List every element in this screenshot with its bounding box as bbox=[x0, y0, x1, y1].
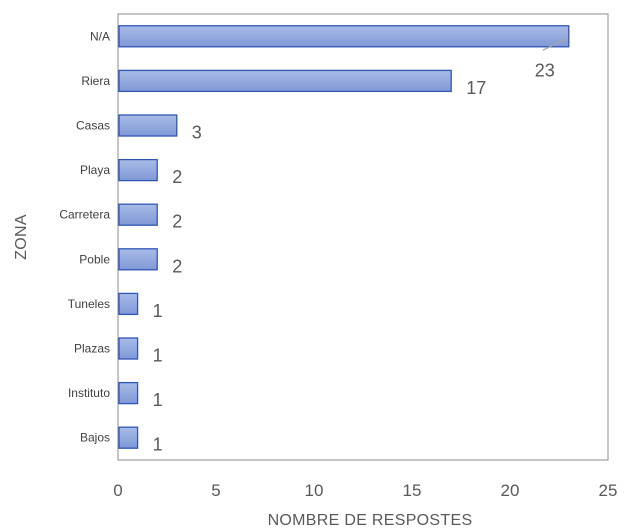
bar-tuneles bbox=[119, 293, 138, 314]
x-tick-label: 10 bbox=[305, 481, 324, 500]
y-tick-label: Playa bbox=[80, 163, 110, 177]
y-tick-label: Bajos bbox=[80, 431, 110, 445]
y-tick-label: Instituto bbox=[68, 386, 110, 400]
data-label: 1 bbox=[153, 301, 163, 321]
bar-bajos bbox=[119, 427, 138, 448]
bar-riera bbox=[119, 70, 451, 91]
data-label: 17 bbox=[466, 78, 486, 98]
data-label: 1 bbox=[153, 390, 163, 410]
data-labels-layer: 23 17 3 2 2 2 1 1 1 1 bbox=[153, 38, 567, 454]
bar-instituto bbox=[119, 383, 138, 404]
bar-poble bbox=[119, 249, 157, 270]
x-tick-label: 0 bbox=[113, 481, 122, 500]
bar-playa bbox=[119, 160, 157, 181]
y-axis-title: ZONA bbox=[13, 214, 30, 260]
bar-plazas bbox=[119, 338, 138, 359]
bar-casas bbox=[119, 115, 177, 136]
y-tick-label: Poble bbox=[79, 252, 110, 266]
x-tick-label: 25 bbox=[599, 481, 618, 500]
y-ticks-layer: N/A Riera Casas Playa Carretera Poble Tuneles P… bbox=[59, 29, 110, 444]
data-label: 2 bbox=[172, 212, 182, 232]
y-tick-label: Plazas bbox=[74, 342, 110, 356]
x-tick-label: 5 bbox=[211, 481, 220, 500]
data-label: 1 bbox=[153, 435, 163, 455]
y-tick-label: N/A bbox=[90, 29, 110, 43]
bar-carretera bbox=[119, 204, 157, 225]
bar-n-a bbox=[119, 26, 569, 47]
x-axis-title: NOMBRE DE RESPOSTES bbox=[268, 512, 473, 529]
y-tick-label: Carretera bbox=[59, 208, 110, 222]
bars-layer bbox=[119, 26, 569, 448]
x-ticks-layer: 0 5 10 15 20 25 bbox=[113, 481, 617, 500]
data-label: 2 bbox=[172, 256, 182, 276]
y-tick-label: Casas bbox=[76, 119, 110, 133]
data-label: 2 bbox=[172, 167, 182, 187]
data-label: 3 bbox=[192, 123, 202, 143]
y-tick-label: Riera bbox=[81, 74, 110, 88]
data-label: 23 bbox=[535, 60, 555, 80]
y-tick-label: Tuneles bbox=[68, 297, 110, 311]
x-tick-label: 15 bbox=[403, 481, 422, 500]
x-tick-label: 20 bbox=[501, 481, 520, 500]
data-label: 1 bbox=[153, 346, 163, 366]
